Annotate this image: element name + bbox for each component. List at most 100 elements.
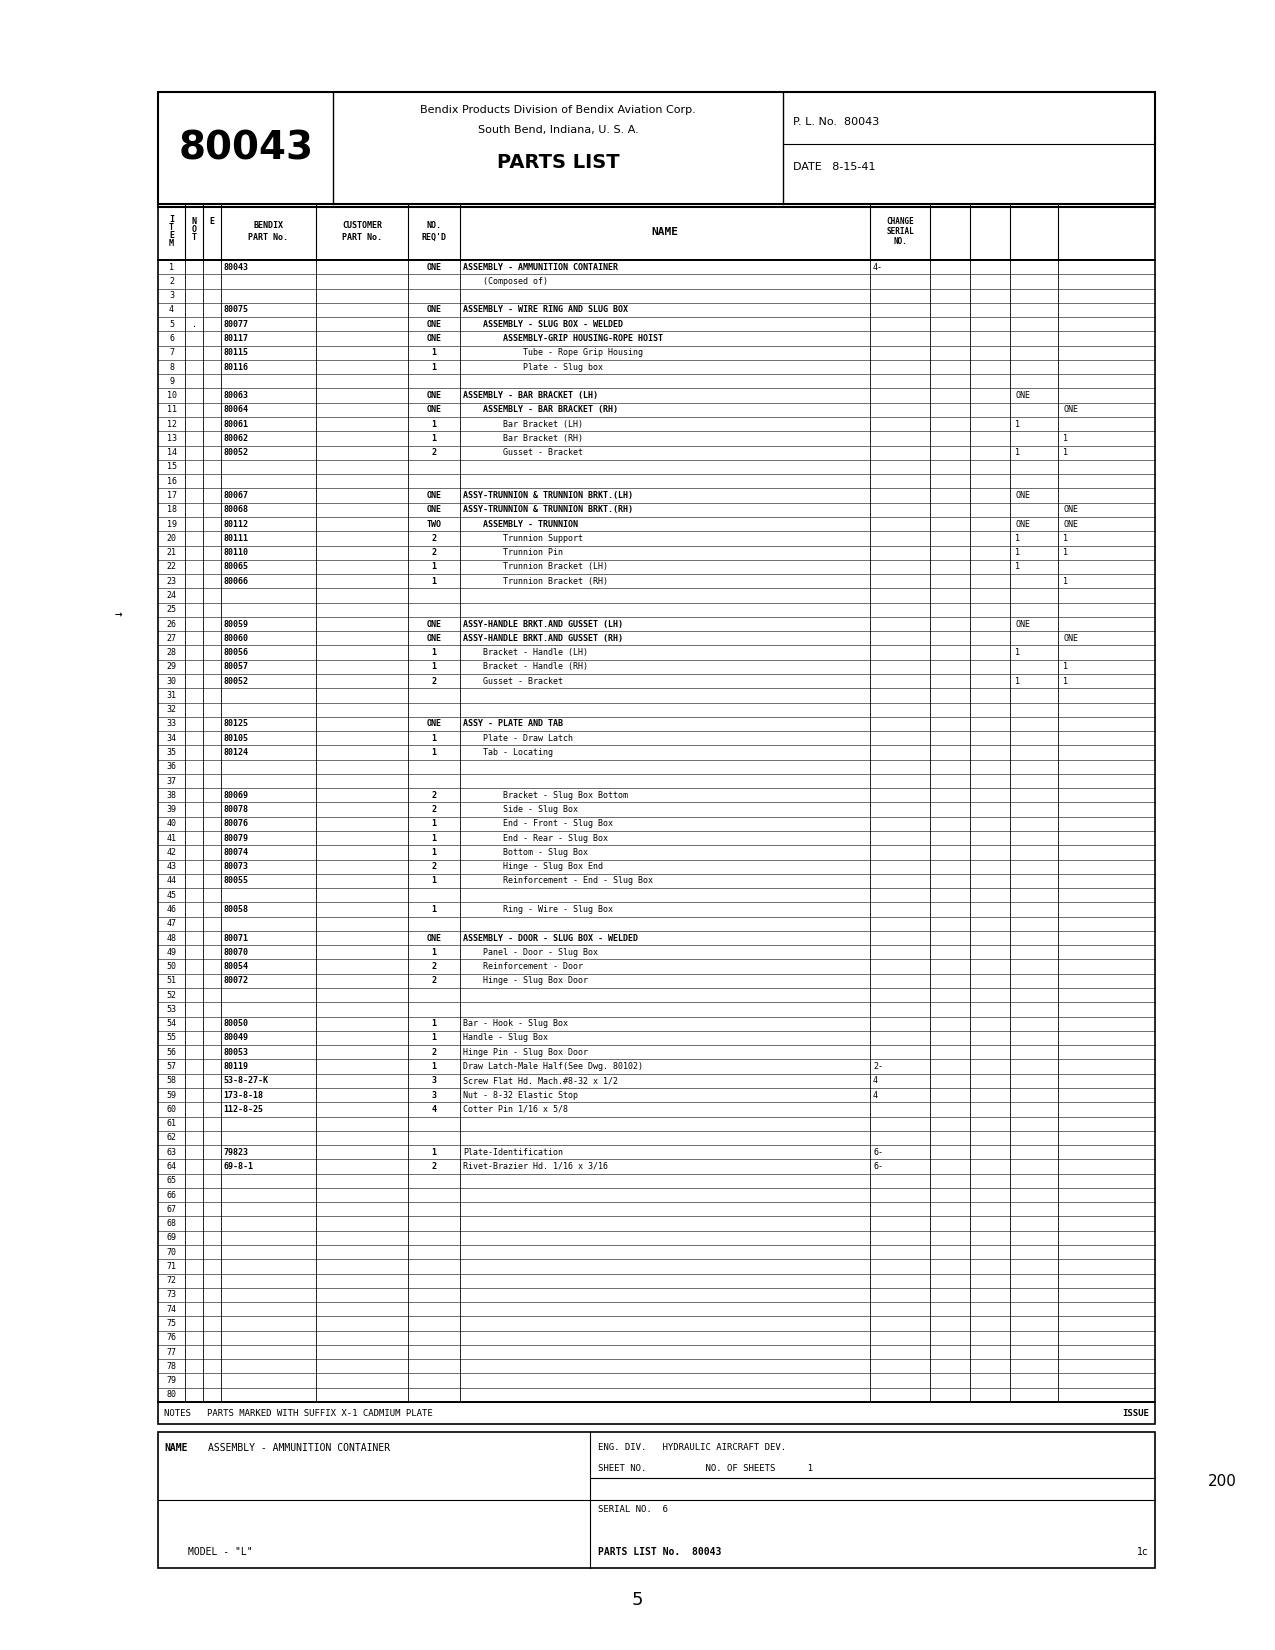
Text: ASSEMBLY - TRUNNION: ASSEMBLY - TRUNNION: [463, 520, 578, 528]
Text: 27: 27: [167, 634, 176, 644]
Text: ONE: ONE: [427, 262, 441, 272]
Text: Bottom - Slug Box: Bottom - Slug Box: [463, 848, 588, 856]
Text: Bracket - Handle (LH): Bracket - Handle (LH): [463, 648, 588, 657]
Text: ASSEMBLY - BAR BRACKET (LH): ASSEMBLY - BAR BRACKET (LH): [463, 391, 598, 399]
Text: ONE: ONE: [427, 492, 441, 500]
Text: 2: 2: [431, 449, 436, 457]
Text: 48: 48: [167, 934, 176, 942]
Text: ASSY - PLATE AND TAB: ASSY - PLATE AND TAB: [463, 719, 564, 728]
Text: 80067: 80067: [223, 492, 249, 500]
Text: 21: 21: [167, 548, 176, 558]
Text: ASSEMBLY - SLUG BOX - WELDED: ASSEMBLY - SLUG BOX - WELDED: [463, 320, 623, 328]
Text: 77: 77: [167, 1348, 176, 1356]
Text: 80052: 80052: [223, 676, 249, 686]
Text: End - Rear - Slug Box: End - Rear - Slug Box: [463, 833, 608, 843]
Text: 59: 59: [167, 1091, 176, 1099]
Text: 29: 29: [167, 662, 176, 672]
Text: ONE: ONE: [427, 505, 441, 515]
Text: M: M: [170, 239, 173, 249]
Text: Ring - Wire - Slug Box: Ring - Wire - Slug Box: [463, 904, 613, 914]
Text: 78: 78: [167, 1361, 176, 1371]
Text: Bar - Hook - Slug Box: Bar - Hook - Slug Box: [463, 1020, 567, 1028]
Text: 5: 5: [170, 320, 173, 328]
Text: 1: 1: [431, 363, 436, 371]
Text: 80: 80: [167, 1391, 176, 1399]
Text: ASSY-HANDLE BRKT.AND GUSSET (LH): ASSY-HANDLE BRKT.AND GUSSET (LH): [463, 619, 623, 629]
Text: 1: 1: [431, 563, 436, 571]
Text: 3: 3: [170, 290, 173, 300]
Text: PARTS LIST: PARTS LIST: [497, 152, 620, 172]
Text: Panel - Door - Slug Box: Panel - Door - Slug Box: [463, 947, 598, 957]
Text: 80064: 80064: [223, 406, 249, 414]
Text: 33: 33: [167, 719, 176, 728]
Text: 1: 1: [431, 348, 436, 358]
Text: 18: 18: [167, 505, 176, 515]
Text: 4: 4: [170, 305, 173, 315]
Text: ONE: ONE: [1015, 520, 1030, 528]
Text: 24: 24: [167, 591, 176, 601]
Text: P. L. No.  80043: P. L. No. 80043: [793, 117, 880, 127]
Text: 51: 51: [167, 977, 176, 985]
Text: 1: 1: [431, 747, 436, 757]
Text: 30: 30: [167, 676, 176, 686]
Text: 68: 68: [167, 1219, 176, 1228]
Text: 80116: 80116: [223, 363, 249, 371]
Text: ONE: ONE: [1015, 492, 1030, 500]
Text: ONE: ONE: [427, 406, 441, 414]
Text: 80061: 80061: [223, 419, 249, 429]
Text: DATE   8-15-41: DATE 8-15-41: [793, 162, 876, 172]
Text: ASSEMBLY - BAR BRACKET (RH): ASSEMBLY - BAR BRACKET (RH): [463, 406, 618, 414]
Text: PARTS LIST No.  80043: PARTS LIST No. 80043: [598, 1548, 722, 1558]
Text: ONE: ONE: [427, 305, 441, 315]
Text: 4: 4: [873, 1091, 878, 1099]
Text: 49: 49: [167, 947, 176, 957]
Text: 20: 20: [167, 535, 176, 543]
Text: ONE: ONE: [427, 619, 441, 629]
Text: 28: 28: [167, 648, 176, 657]
Text: 80068: 80068: [223, 505, 249, 515]
Text: 22: 22: [167, 563, 176, 571]
Text: 1: 1: [1015, 548, 1020, 558]
Text: Bracket - Slug Box Bottom: Bracket - Slug Box Bottom: [463, 790, 629, 800]
Text: 55: 55: [167, 1033, 176, 1043]
Text: 80056: 80056: [223, 648, 249, 657]
Text: 80076: 80076: [223, 820, 249, 828]
Text: Side - Slug Box: Side - Slug Box: [463, 805, 578, 813]
Text: 1: 1: [1063, 548, 1068, 558]
Text: Draw Latch-Male Half(See Dwg. 80102): Draw Latch-Male Half(See Dwg. 80102): [463, 1063, 643, 1071]
Text: 79: 79: [167, 1376, 176, 1384]
Text: 1: 1: [1063, 535, 1068, 543]
Text: 80054: 80054: [223, 962, 249, 972]
Text: 37: 37: [167, 777, 176, 785]
Text: 1c: 1c: [1137, 1548, 1149, 1558]
Text: 40: 40: [167, 820, 176, 828]
Text: ONE: ONE: [1015, 619, 1030, 629]
Text: 2: 2: [431, 962, 436, 972]
Text: 1: 1: [1015, 419, 1020, 429]
Text: 14: 14: [167, 449, 176, 457]
Text: 1: 1: [431, 833, 436, 843]
Text: 2-: 2-: [873, 1063, 884, 1071]
Text: T: T: [191, 234, 196, 243]
Text: Plate - Slug box: Plate - Slug box: [463, 363, 603, 371]
Text: 2: 2: [431, 1162, 436, 1172]
Text: 1: 1: [1015, 563, 1020, 571]
Text: Plate - Draw Latch: Plate - Draw Latch: [463, 734, 572, 742]
Text: 64: 64: [167, 1162, 176, 1172]
Text: 80110: 80110: [223, 548, 249, 558]
Text: SERIAL: SERIAL: [886, 228, 914, 236]
Text: 17: 17: [167, 492, 176, 500]
Text: 80063: 80063: [223, 391, 249, 399]
Text: 19: 19: [167, 520, 176, 528]
Text: 80119: 80119: [223, 1063, 249, 1071]
Text: 1: 1: [431, 848, 436, 856]
Text: N: N: [191, 218, 196, 226]
Text: 1: 1: [1015, 676, 1020, 686]
Text: ASSY-HANDLE BRKT.AND GUSSET (RH): ASSY-HANDLE BRKT.AND GUSSET (RH): [463, 634, 623, 644]
Text: ONE: ONE: [427, 934, 441, 942]
Text: ASSY-TRUNNION & TRUNNION BRKT.(RH): ASSY-TRUNNION & TRUNNION BRKT.(RH): [463, 505, 632, 515]
Text: CUSTOMER: CUSTOMER: [342, 221, 382, 229]
Text: Bracket - Handle (RH): Bracket - Handle (RH): [463, 662, 588, 672]
Text: Tube - Rope Grip Housing: Tube - Rope Grip Housing: [463, 348, 643, 358]
Text: 80050: 80050: [223, 1020, 249, 1028]
